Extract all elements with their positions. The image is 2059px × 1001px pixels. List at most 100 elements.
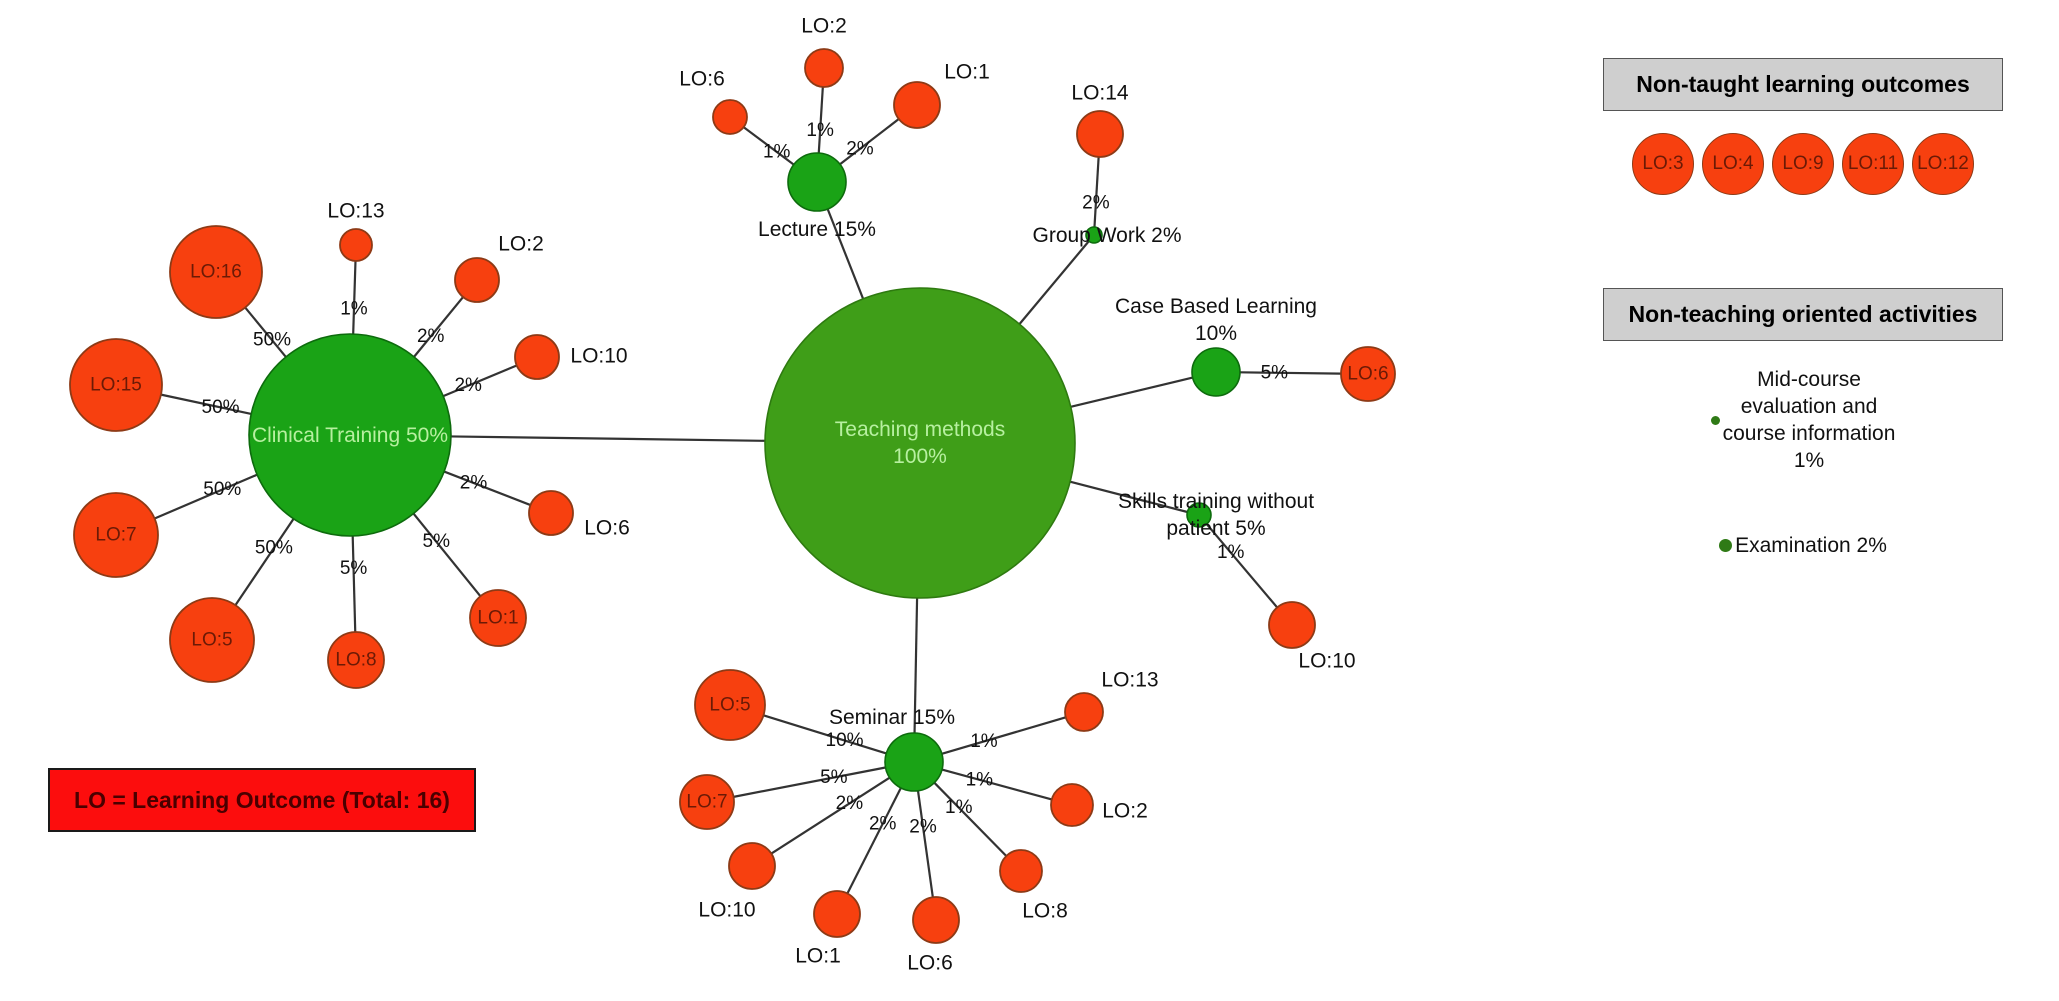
lo-node-LO1-lecture[interactable] [893,81,941,129]
node-skills[interactable] [1186,502,1212,528]
lo-node-label: LO:16 [190,262,242,283]
lo-node-LO2-lecture[interactable] [804,48,844,88]
edge-teaching-to-groupwork [1018,240,1090,325]
edge-clinical-to-LO6 [443,470,531,507]
lo-node-LO2-clinical[interactable] [454,257,500,303]
lo-node-LO7-seminar[interactable] [679,774,735,830]
edge-weight-label: 2% [909,816,937,837]
lo-node-LO14-groupwork[interactable] [1076,110,1124,158]
lo-node-LO10-clinical[interactable] [514,334,560,380]
lo-node-label: LO:2 [1102,800,1148,823]
lo-node-LO1-clinical[interactable] [469,589,527,647]
lo-node-label: LO:6 [1347,364,1388,385]
node-cbl[interactable] [1191,347,1241,397]
lo-node-label: LO:10 [698,899,755,922]
lo-node-LO6-lecture[interactable] [712,99,748,135]
node-clinical[interactable] [248,333,452,537]
edge-clinical-to-LO5 [234,518,295,606]
lo-node-LO7-clinical[interactable] [73,492,159,578]
edge-weight-label: 2% [836,793,864,814]
non-taught-bubble-LO3[interactable]: LO:3 [1632,133,1694,195]
non-teaching-item-label: Mid-course evaluation and course informati… [1722,368,1896,472]
node-lecture[interactable] [787,152,847,212]
edges-layer [154,86,1342,898]
edge-teaching-to-clinical [450,435,766,442]
lo-node-label: LO:1 [944,61,990,84]
edge-teaching-to-skills [1069,480,1188,514]
lo-node-LO16-clinical[interactable] [169,225,263,319]
lo-node-LO6-cbl[interactable] [1340,346,1396,402]
edge-weight-label: 50% [255,538,293,559]
lo-node-label: LO:6 [907,952,953,975]
node-teaching[interactable] [764,287,1076,599]
lo-node-LO6-clinical[interactable] [528,490,574,536]
non-teaching-item-label: Examination 2% [1735,533,1887,557]
edge-weight-label: 50% [203,479,241,500]
edge-weight-label: 2% [846,138,874,159]
non-taught-bubble-LO11[interactable]: LO:11 [1842,133,1904,195]
edge-clinical-to-LO7 [154,473,258,520]
node-label-cbl: Case Based Learning 10% [1115,295,1317,345]
lo-node-label: LO:1 [477,608,518,629]
edge-teaching-to-cbl [1070,376,1193,408]
edge-clinical-to-LO8 [351,535,357,633]
lo-node-label: LO:2 [801,15,847,38]
lo-node-LO1-seminar[interactable] [813,890,861,938]
lo-node-label: LO:10 [1298,650,1355,673]
lo-node-LO8-clinical[interactable] [327,631,385,689]
lo-node-label: LO:7 [95,525,136,546]
non-teaching-item: Examination 2% [1603,533,2003,560]
lo-node-label: LO:13 [1101,669,1158,692]
edge-weight-label: 1% [966,769,994,790]
nodes-layer [69,48,1396,944]
edge-cbl-to-LO6 [1239,371,1342,375]
lo-node-label: LO:15 [90,375,142,396]
lo-node-label: LO:5 [191,630,232,651]
lo-node-label: LO:6 [584,517,630,540]
edge-weight-label: 5% [1261,362,1289,383]
lo-node-LO10-seminar[interactable] [728,842,776,890]
lo-node-label: LO:8 [335,650,376,671]
node-label-clinical: Clinical Training 50% [252,424,448,447]
node-seminar[interactable] [884,732,944,792]
lo-node-label: LO:5 [709,695,750,716]
legend-key-box: LO = Learning Outcome (Total: 16) [48,768,476,832]
non-taught-bubble-LO12[interactable]: LO:12 [1912,133,1974,195]
node-groupwork[interactable] [1085,226,1103,244]
edge-clinical-to-LO1 [412,512,482,597]
lo-node-LO6-seminar[interactable] [912,896,960,944]
lo-node-LO2-seminar[interactable] [1050,783,1094,827]
lo-node-label: LO:7 [686,792,727,813]
edge-weight-label: 50% [202,397,240,418]
non-taught-bubble-LO4[interactable]: LO:4 [1702,133,1764,195]
lo-node-label: LO:2 [498,233,544,256]
edge-seminar-to-LO13 [941,716,1067,755]
edge-weight-label: 1% [945,797,973,818]
edge-clinical-to-LO13 [352,260,357,335]
lo-node-LO13-clinical[interactable] [339,228,373,262]
lo-node-LO10-skills[interactable] [1268,601,1316,649]
green-dot-icon [1710,416,1720,426]
edge-seminar-to-LO10 [770,776,891,855]
lo-node-LO8-seminar[interactable] [999,849,1043,893]
lo-node-label: LO:6 [679,68,725,91]
panel-non-teaching-activities: Non-teaching oriented activities Mid-cou… [1603,288,2003,559]
edge-weight-label: 5% [340,558,368,579]
lo-node-LO13-seminar[interactable] [1064,692,1104,732]
edge-weight-label: 2% [869,813,897,834]
edge-weight-label: 5% [820,767,848,788]
lo-node-LO5-clinical[interactable] [169,597,255,683]
edge-clinical-to-LO10 [442,364,518,398]
lo-node-label: LO:1 [795,945,841,968]
edge-weight-label: 1% [763,141,791,162]
panel-non-teaching-header: Non-teaching oriented activities [1603,288,2003,341]
edge-lecture-to-LO6 [742,126,795,166]
non-taught-bubble-LO9[interactable]: LO:9 [1772,133,1834,195]
node-label-lecture: Lecture 15% [758,218,876,241]
labels-layer: 50%50%50%50%1%2%2%2%5%5%1%1%2%2%5%1%10%5… [90,15,1388,975]
lo-node-LO5-seminar[interactable] [694,669,766,741]
edge-groupwork-to-LO14 [1093,156,1100,228]
lo-node-LO15-clinical[interactable] [69,338,163,432]
